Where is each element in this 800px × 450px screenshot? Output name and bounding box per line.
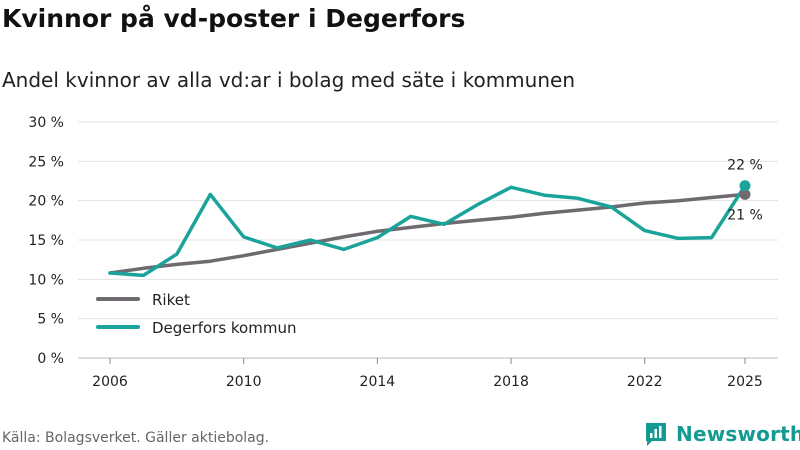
x-tick-label: 2025 xyxy=(727,374,763,390)
y-tick-label: 0 % xyxy=(37,351,64,367)
x-tick-label: 2010 xyxy=(226,374,262,390)
y-tick-label: 20 % xyxy=(28,194,64,210)
end-labels: 22 % 21 % xyxy=(727,158,763,224)
brand-logo[interactable]: Newsworthy xyxy=(644,420,800,448)
series-line-riket xyxy=(108,192,747,275)
y-tick-label: 10 % xyxy=(28,272,64,288)
legend-label-riket: Riket xyxy=(152,291,190,309)
x-tick-label: 2014 xyxy=(360,374,396,390)
series-line-degerfors xyxy=(108,183,747,278)
x-axis: 2006 2010 2014 2018 2022 2025 xyxy=(92,358,763,390)
y-tick-label: 30 % xyxy=(28,115,64,131)
grid-lines xyxy=(78,121,778,359)
end-point-degerfors xyxy=(739,180,751,192)
y-axis-ticks: 0 % 5 % 10 % 15 % 20 % 25 % 30 % xyxy=(28,115,64,367)
x-tick-label: 2006 xyxy=(92,374,128,390)
x-tick-label: 2022 xyxy=(627,374,663,390)
end-point-riket xyxy=(739,188,751,200)
legend: Riket Degerfors kommun xyxy=(96,291,296,337)
y-tick-label: 15 % xyxy=(28,233,64,249)
y-tick-label: 25 % xyxy=(28,154,64,170)
series-lines xyxy=(108,180,751,278)
y-tick-label: 5 % xyxy=(37,312,64,328)
newsworthy-logo-icon xyxy=(646,423,666,446)
chart-title: Kvinnor på vd-poster i Degerfors xyxy=(2,4,466,33)
x-tick-label: 2018 xyxy=(493,374,529,390)
end-label-degerfors: 22 % xyxy=(727,158,763,174)
end-label-riket: 21 % xyxy=(727,207,763,223)
brand-name: Newsworthy xyxy=(676,422,800,446)
legend-label-degerfors: Degerfors kommun xyxy=(152,319,296,337)
chart-subtitle: Andel kvinnor av alla vd:ar i bolag med … xyxy=(2,68,575,92)
source-note: Källa: Bolagsverket. Gäller aktiebolag. xyxy=(2,430,270,446)
